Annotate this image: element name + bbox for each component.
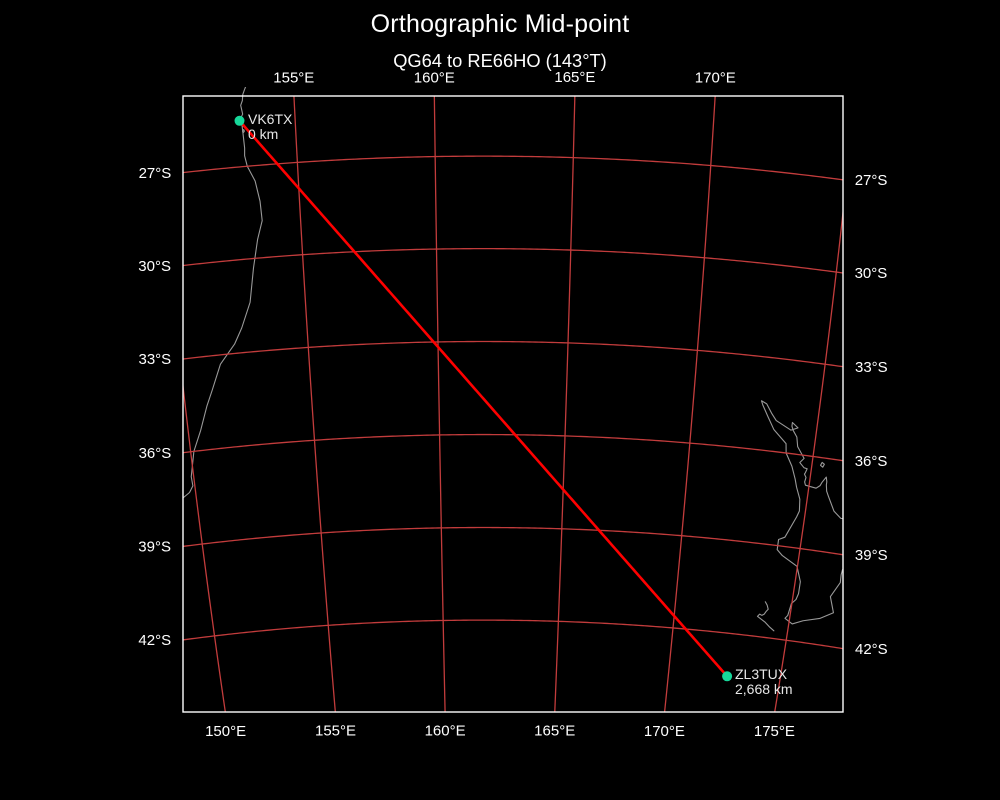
svg-text:175°E: 175°E — [754, 723, 795, 740]
svg-text:155°E: 155°E — [315, 723, 356, 740]
svg-text:36°S: 36°S — [855, 453, 888, 470]
svg-text:27°S: 27°S — [855, 172, 888, 189]
svg-text:150°E: 150°E — [205, 723, 246, 740]
svg-text:165°E: 165°E — [534, 723, 575, 740]
svg-text:27°S: 27°S — [139, 165, 172, 182]
svg-text:30°S: 30°S — [855, 265, 888, 282]
svg-text:30°S: 30°S — [138, 258, 171, 275]
svg-text:39°S: 39°S — [855, 547, 888, 564]
svg-text:170°E: 170°E — [644, 723, 685, 740]
svg-text:160°E: 160°E — [425, 723, 466, 740]
svg-text:36°S: 36°S — [139, 445, 172, 462]
svg-text:39°S: 39°S — [138, 539, 171, 556]
svg-text:33°S: 33°S — [138, 351, 171, 368]
svg-text:33°S: 33°S — [855, 359, 888, 376]
svg-text:42°S: 42°S — [138, 632, 171, 649]
svg-text:42°S: 42°S — [855, 641, 888, 658]
